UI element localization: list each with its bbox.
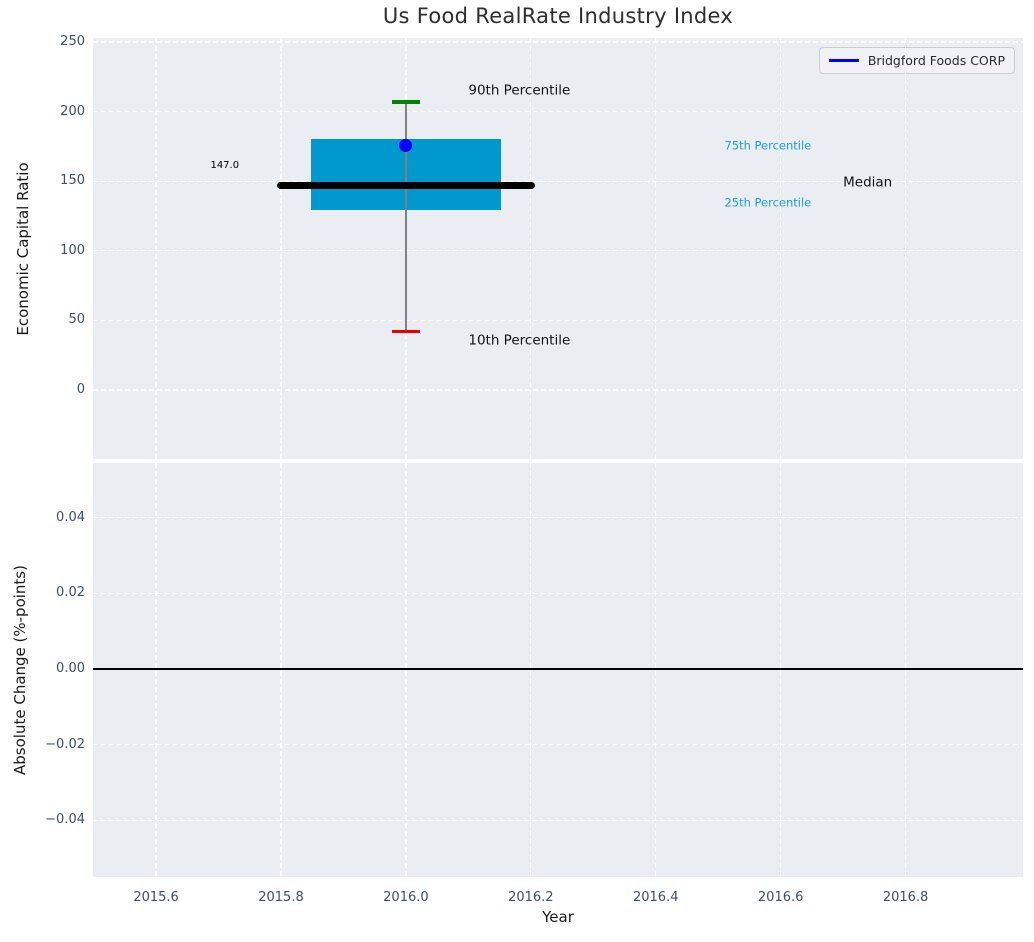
gridline-vertical — [405, 463, 407, 877]
legend-label: Bridgford Foods CORP — [867, 53, 1005, 68]
annotation: 147.0 — [210, 159, 240, 171]
y-tick-label: −0.04 — [45, 812, 85, 828]
x-axis-label: Year — [542, 908, 574, 926]
y-tick-label: 0.00 — [56, 661, 85, 677]
annotation: Median — [843, 173, 893, 190]
gridline-vertical — [530, 38, 532, 459]
x-tick-label: 2015.8 — [258, 890, 304, 905]
legend-line-icon — [828, 59, 859, 62]
gridline-horizontal — [93, 517, 1023, 519]
gridline-vertical — [904, 38, 907, 459]
annotation: 10th Percentile — [468, 332, 571, 349]
gridline-horizontal — [93, 41, 1023, 43]
gridline-horizontal — [93, 389, 1023, 391]
gridline-horizontal — [93, 111, 1023, 113]
bottom-axes — [93, 463, 1023, 877]
gridline-vertical — [155, 463, 157, 877]
x-tick-label: 2015.6 — [133, 890, 179, 905]
gridline-vertical — [655, 38, 657, 459]
zero-line — [93, 668, 1023, 670]
legend: Bridgford Foods CORP — [818, 47, 1015, 74]
gridline-horizontal — [93, 819, 1023, 821]
gridline-vertical — [655, 463, 657, 877]
y-tick-label: 150 — [60, 173, 85, 189]
gridline-vertical — [155, 38, 157, 459]
y-tick-label: 250 — [60, 34, 85, 50]
annotation: 25th Percentile — [724, 195, 812, 210]
gridline-horizontal — [93, 592, 1023, 595]
y-tick-label: 50 — [68, 312, 85, 328]
gridline-vertical — [780, 463, 782, 877]
gridline-horizontal — [93, 319, 1023, 321]
whisker-cap-10th — [391, 329, 421, 334]
gridline-vertical — [780, 38, 782, 459]
gridline-horizontal — [93, 250, 1023, 252]
gridline-vertical — [530, 463, 532, 877]
gridline-vertical — [280, 38, 282, 459]
x-tick-label: 2016.6 — [757, 890, 804, 905]
annotation: 90th Percentile — [468, 81, 571, 98]
top-y-axis-label: Economic Capital Ratio — [14, 162, 32, 336]
y-tick-label: −0.02 — [45, 736, 85, 752]
whisker-cap-90th — [391, 100, 421, 104]
gridline-vertical — [280, 463, 282, 877]
gridline-vertical — [904, 463, 907, 877]
chart-title: Us Food RealRate Industry Index — [382, 4, 734, 28]
company-point — [399, 138, 413, 152]
median-line — [276, 181, 535, 190]
x-tick-label: 2016.8 — [882, 890, 929, 905]
gridline-horizontal — [93, 180, 1023, 182]
gridline-horizontal — [93, 744, 1023, 746]
y-tick-label: 100 — [60, 242, 85, 258]
annotation: 75th Percentile — [724, 138, 812, 153]
top-axes: Bridgford Foods CORP 147.0 90th Percentil… — [93, 38, 1023, 459]
x-tick-label: 2016.4 — [632, 890, 679, 905]
y-tick-label: 0.02 — [56, 585, 85, 601]
bottom-y-axis-label: Absolute Change (%-points) — [11, 565, 29, 775]
y-tick-label: 0.04 — [56, 509, 85, 525]
whisker-line — [405, 101, 407, 332]
x-tick-label: 2016.2 — [508, 890, 554, 905]
y-tick-label: 0 — [76, 381, 85, 397]
x-tick-label: 2016.0 — [383, 890, 429, 905]
y-tick-label: 200 — [60, 103, 85, 119]
